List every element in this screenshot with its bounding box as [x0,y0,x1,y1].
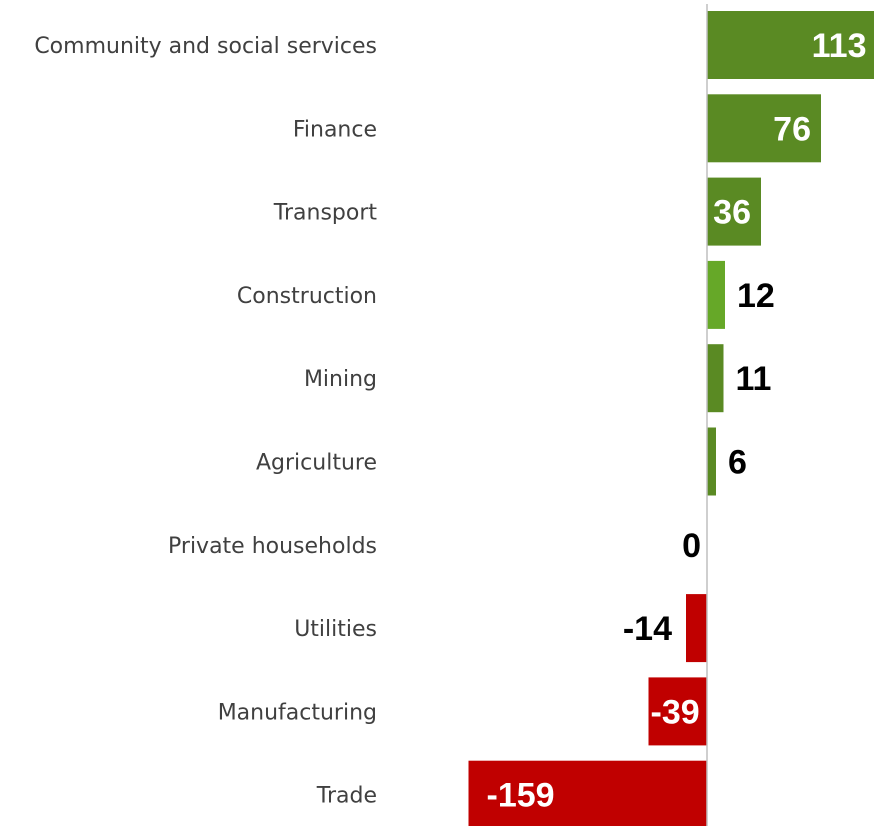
category-label-utilities: Utilities [294,617,377,642]
category-label-agriculture: Agriculture [256,451,377,476]
bar-mining [707,344,724,413]
value-label-mining: 11 [736,360,772,398]
category-label-construction: Construction [237,284,377,309]
value-label-utilities: -14 [623,610,672,648]
bar-agriculture [707,427,716,496]
value-label-agriculture: 6 [728,444,747,482]
bar-utilities [686,594,707,663]
value-labels: 113 76 36 12 11 6 0 -14 -39 -159 [487,27,867,815]
value-label-construction: 12 [737,277,775,315]
value-label-finance: 76 [773,110,811,148]
category-label-mining: Mining [304,367,377,392]
bars-group [468,11,874,826]
category-label-private-households: Private households [168,534,377,559]
category-label-finance: Finance [293,117,377,142]
bar-finance [707,94,821,163]
value-label-community-and-social-services: 113 [812,27,867,65]
bar-transport [707,177,761,246]
category-label-community-and-social-services: Community and social services [34,34,377,59]
value-label-manufacturing: -39 [651,693,700,731]
category-label-trade: Trade [316,784,377,809]
category-label-manufacturing: Manufacturing [218,700,377,725]
category-labels: Community and social services Finance Tran… [34,34,377,809]
bar-construction [707,260,725,329]
value-label-trade: -159 [487,777,555,815]
category-label-transport: Transport [273,201,378,226]
value-label-transport: 36 [713,194,751,232]
bar-trade [468,760,707,826]
bar-community-and-social-services [707,11,874,79]
bar-manufacturing [648,677,707,746]
value-label-private-households: 0 [682,527,701,565]
